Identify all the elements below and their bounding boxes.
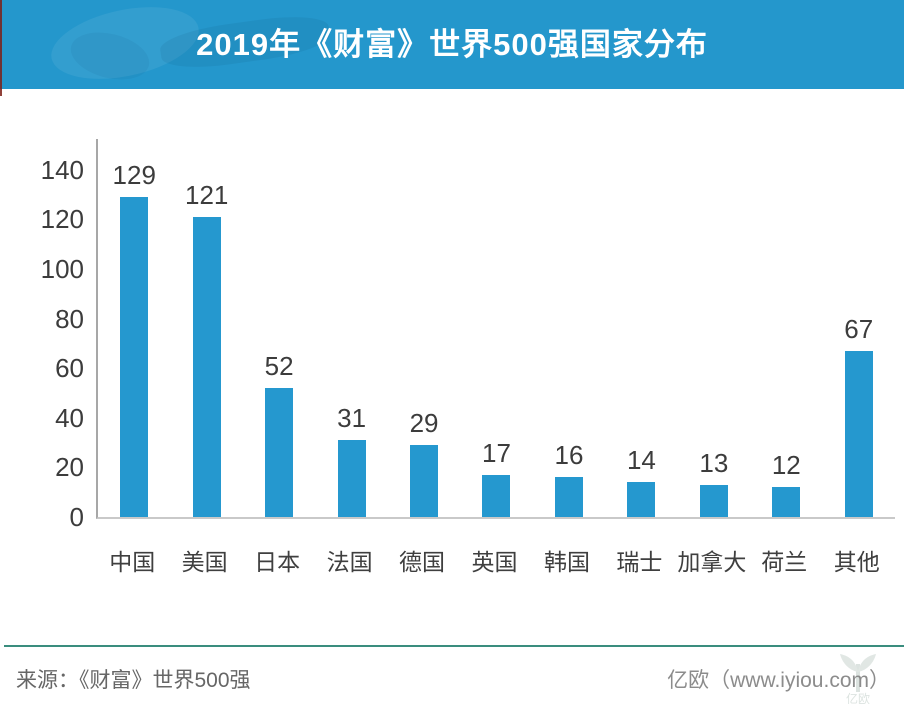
bar-value-label: 17: [482, 437, 511, 468]
credit-label: 亿欧（www.iyiou.com）: [667, 669, 890, 692]
bar: [265, 388, 294, 517]
bar: [772, 487, 801, 517]
bar-column: 17: [460, 139, 532, 517]
bar: [554, 477, 583, 517]
bar-value-label: 16: [554, 440, 584, 471]
bar-value-label: 31: [337, 403, 367, 434]
bar-column: 12: [750, 139, 822, 517]
y-axis-tick-label: 40: [55, 402, 84, 433]
category-label: 加拿大: [677, 549, 747, 575]
bar: [192, 216, 221, 517]
y-axis-tick-label: 100: [40, 254, 84, 284]
category-label: 法国: [326, 549, 373, 575]
footer-divider: [4, 645, 904, 647]
category-label: 中国: [109, 549, 156, 575]
bar-value-label: 121: [184, 179, 229, 210]
category-label: 荷兰: [761, 549, 808, 575]
category-label: 美国: [181, 549, 228, 575]
bar-column: 67: [823, 139, 895, 517]
bar: [482, 474, 511, 517]
category-label: 其他: [833, 549, 880, 575]
y-axis-tick-label: 20: [55, 452, 84, 483]
category-label: 德国: [399, 549, 446, 575]
title-banner: 2019年《财富》世界500强国家分布: [0, 0, 904, 91]
bar-value-label: 14: [626, 445, 656, 476]
iyiou-sprout-logo-icon: 亿欧: [840, 654, 876, 704]
y-axis-tick-label: 60: [55, 353, 84, 384]
bar: [627, 482, 656, 517]
bar-column: 31: [315, 139, 387, 517]
bar-value-label: 29: [409, 408, 439, 439]
bar-value-label: 67: [844, 313, 874, 344]
y-axis-tick-label: 0: [69, 502, 84, 532]
bar-value-label: 12: [771, 450, 801, 481]
bar-column: 121: [170, 139, 242, 517]
plot-area: 129 121 52 31 29 17 16 14 13 12 67: [96, 139, 895, 519]
bar-value-label: 129: [112, 160, 156, 191]
category-label: 日本: [254, 549, 301, 575]
bar: [410, 445, 439, 517]
y-axis-tick-label: 80: [55, 303, 84, 334]
category-row: 中国 美国 日本 法国 德国 英国 韩国 瑞士 加拿大 荷兰 其他: [96, 543, 893, 577]
bar: [699, 484, 728, 517]
bar-column: 14: [605, 139, 677, 517]
source-label: 来源：《财富》世界500强: [16, 669, 251, 692]
bar-value-label: 13: [699, 447, 729, 478]
bar-column: 29: [388, 139, 460, 517]
category-label: 瑞士: [616, 549, 663, 575]
category-label: 韩国: [543, 549, 590, 575]
left-edge-artifact: [0, 0, 2, 96]
bar-column: 129: [98, 139, 170, 517]
bar: [120, 197, 149, 517]
y-axis-tick-label: 120: [40, 204, 84, 235]
bar-column: 16: [533, 139, 605, 517]
y-axis-tick-label: 140: [40, 154, 84, 185]
bar-column: 13: [678, 139, 750, 517]
bar-column: 52: [243, 139, 315, 517]
bar: [844, 350, 873, 517]
category-label: 英国: [471, 549, 518, 575]
svg-text:亿欧: 亿欧: [846, 691, 870, 704]
bar-value-label: 52: [264, 351, 294, 382]
bar: [337, 440, 366, 517]
page-title: 2019年《财富》世界500强国家分布: [196, 27, 708, 62]
